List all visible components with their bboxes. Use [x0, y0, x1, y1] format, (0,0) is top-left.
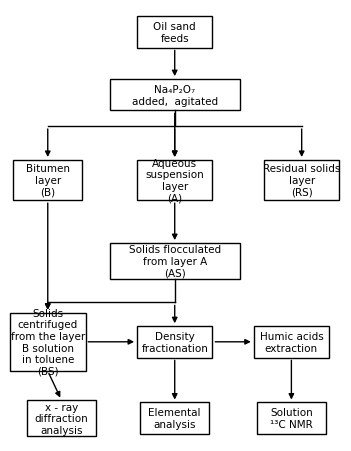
- Text: Residual solids
layer
(RS): Residual solids layer (RS): [263, 164, 340, 197]
- FancyBboxPatch shape: [264, 161, 339, 201]
- Text: Solids
centrifuged
from the layer
B solution
in toluene
(BS): Solids centrifuged from the layer B solu…: [11, 308, 85, 376]
- Text: Density
fractionation: Density fractionation: [141, 331, 208, 353]
- Text: Aqueous
suspension
layer
(A): Aqueous suspension layer (A): [145, 158, 204, 203]
- FancyBboxPatch shape: [254, 327, 329, 358]
- FancyBboxPatch shape: [257, 403, 326, 434]
- FancyBboxPatch shape: [27, 400, 96, 436]
- FancyBboxPatch shape: [10, 313, 86, 371]
- Text: Bitumen
layer
(B): Bitumen layer (B): [26, 164, 70, 197]
- FancyBboxPatch shape: [13, 161, 82, 201]
- FancyBboxPatch shape: [110, 244, 240, 279]
- FancyBboxPatch shape: [140, 403, 209, 434]
- FancyBboxPatch shape: [137, 327, 212, 358]
- Text: x - ray
diffraction
analysis: x - ray diffraction analysis: [35, 402, 88, 435]
- Text: Na₄P₂O₇
added,  agitated: Na₄P₂O₇ added, agitated: [132, 85, 218, 106]
- Text: Oil sand
feeds: Oil sand feeds: [153, 22, 196, 44]
- FancyBboxPatch shape: [137, 161, 212, 201]
- FancyBboxPatch shape: [110, 80, 240, 111]
- Text: Solids flocculated
from layer A
(AS): Solids flocculated from layer A (AS): [129, 245, 221, 278]
- Text: Humic acids
extraction: Humic acids extraction: [259, 331, 323, 353]
- FancyBboxPatch shape: [137, 17, 212, 48]
- Text: Elemental
analysis: Elemental analysis: [148, 407, 201, 429]
- Text: Solution
¹³C NMR: Solution ¹³C NMR: [270, 407, 313, 429]
